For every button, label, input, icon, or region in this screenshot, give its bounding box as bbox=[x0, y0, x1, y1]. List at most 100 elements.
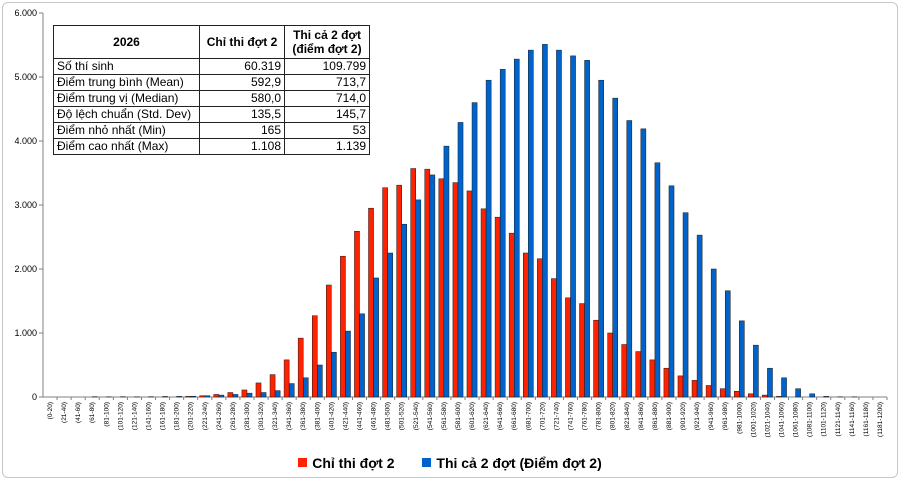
stats-row: Điểm trung vị (Median) 580,0 714,0 bbox=[53, 90, 370, 107]
bar-series2 bbox=[260, 392, 267, 398]
bar-series1 bbox=[227, 392, 234, 398]
x-tick-label: (1181-1200) bbox=[877, 402, 884, 437]
x-tick-label: (521-540) bbox=[413, 402, 420, 430]
x-tick-label: (921-940) bbox=[694, 402, 701, 430]
x-tick-label: (41-60) bbox=[75, 402, 82, 423]
bar-series1 bbox=[213, 394, 220, 398]
bar-series2 bbox=[739, 320, 745, 398]
x-tick-label: (861-880) bbox=[652, 402, 659, 430]
bar-series1 bbox=[269, 374, 276, 398]
x-tick-label: (501-520) bbox=[399, 402, 406, 430]
x-tick-label: (901-920) bbox=[680, 402, 687, 430]
bar-series2 bbox=[176, 396, 182, 398]
bar-series2 bbox=[528, 49, 534, 398]
stats-row: Điểm cao nhất (Max) 1.108 1.139 bbox=[53, 138, 370, 155]
bar-series1 bbox=[255, 382, 262, 398]
stats-value-series2: 53 bbox=[284, 122, 370, 139]
x-tick-label: (1121-1140) bbox=[835, 402, 842, 436]
bar-series1 bbox=[691, 380, 698, 398]
bar-series1 bbox=[396, 184, 402, 398]
x-tick-label: (221-240) bbox=[202, 402, 209, 430]
bar-series2 bbox=[302, 377, 309, 398]
x-tick-label: (461-480) bbox=[371, 402, 378, 430]
bar-series2 bbox=[162, 396, 168, 398]
bar-series2 bbox=[556, 49, 562, 398]
bar-series2 bbox=[345, 330, 351, 398]
stats-value-series2: 1.139 bbox=[284, 138, 370, 155]
x-tick-label: (81-100) bbox=[103, 402, 110, 427]
legend-label-series1: Chỉ thi đợt 2 bbox=[312, 454, 395, 471]
bar-series1 bbox=[382, 187, 388, 398]
stats-row-label: Điểm trung vị (Median) bbox=[53, 90, 200, 107]
bar-series2 bbox=[246, 392, 253, 398]
bar-series2 bbox=[288, 383, 295, 398]
x-tick-label: (1001-1020) bbox=[750, 402, 757, 437]
bar-series1 bbox=[607, 332, 613, 398]
x-tick-label: (61-80) bbox=[89, 402, 96, 423]
legend-swatch-blue bbox=[422, 458, 432, 467]
bar-series1 bbox=[340, 255, 346, 398]
bar-series2 bbox=[668, 185, 675, 398]
bar-series2 bbox=[570, 55, 576, 398]
bar-series1 bbox=[551, 278, 557, 398]
x-tick-label: (981-1000) bbox=[736, 402, 743, 434]
stats-value-series1: 1.108 bbox=[199, 138, 285, 155]
bar-series2 bbox=[823, 396, 830, 398]
stats-row: Điểm trung bình (Mean) 592,9 713,7 bbox=[53, 74, 370, 91]
x-tick-label: (121-140) bbox=[131, 402, 138, 430]
bar-series1 bbox=[719, 388, 726, 398]
bar-series2 bbox=[795, 388, 801, 398]
x-tick-label: (441-460) bbox=[357, 402, 364, 430]
bar-series1 bbox=[762, 394, 768, 398]
y-tick-label: 3.000 bbox=[14, 200, 37, 210]
x-tick-label: (1161-1180) bbox=[863, 402, 870, 436]
bar-series1 bbox=[621, 344, 628, 398]
bar-series1 bbox=[748, 393, 754, 398]
bar-series2 bbox=[485, 79, 492, 398]
bar-series1 bbox=[283, 359, 290, 398]
bar-series2 bbox=[274, 390, 281, 398]
stats-value-series1: 580,0 bbox=[199, 90, 285, 107]
bar-series1 bbox=[199, 395, 206, 398]
x-tick-label: (761-780) bbox=[582, 402, 589, 430]
bar-series2 bbox=[387, 252, 393, 398]
stats-value-series2: 714,0 bbox=[284, 90, 370, 107]
x-tick-label: (701-720) bbox=[539, 402, 546, 430]
stats-value-series2: 109.799 bbox=[284, 58, 370, 75]
stats-header-series2: Thi cả 2 đợt (điểm đợt 2) bbox=[284, 25, 370, 59]
x-tick-label: (581-600) bbox=[455, 402, 462, 430]
stats-row-label: Điểm nhỏ nhất (Min) bbox=[53, 122, 200, 139]
stats-row-label: Điểm trung bình (Mean) bbox=[53, 74, 200, 91]
bar-series1 bbox=[579, 303, 585, 398]
bar-series2 bbox=[612, 97, 619, 398]
bar-series1 bbox=[537, 258, 543, 398]
bar-series1 bbox=[438, 178, 445, 398]
x-tick-label: (361-380) bbox=[300, 402, 307, 430]
bar-series2 bbox=[443, 145, 450, 398]
y-tick-label: 2.000 bbox=[14, 264, 37, 274]
bar-series2 bbox=[359, 313, 365, 398]
bar-series2 bbox=[809, 393, 815, 398]
bar-series1 bbox=[663, 367, 670, 398]
x-tick-label: (781-800) bbox=[596, 402, 603, 430]
x-tick-label: (1041-1060) bbox=[779, 402, 786, 437]
x-tick-label: (541-560) bbox=[427, 402, 434, 430]
bar-series1 bbox=[410, 168, 417, 398]
bar-series2 bbox=[218, 394, 225, 398]
x-tick-label: (201-220) bbox=[188, 402, 195, 430]
stats-value-series1: 60.319 bbox=[199, 58, 285, 75]
bar-series2 bbox=[767, 367, 773, 398]
x-tick-label: (301-320) bbox=[258, 402, 265, 430]
bar-series1 bbox=[466, 190, 473, 398]
bar-series2 bbox=[542, 44, 548, 398]
bar-series2 bbox=[696, 234, 703, 398]
bar-series1 bbox=[354, 230, 360, 398]
stats-header-year: 2026 bbox=[53, 25, 200, 59]
bar-series2 bbox=[724, 290, 731, 398]
x-tick-label: (421-440) bbox=[342, 402, 349, 430]
bar-series1 bbox=[733, 390, 740, 398]
x-tick-label: (341-360) bbox=[286, 402, 293, 430]
stats-row: Độ lệch chuẩn (Std. Dev) 135,5 145,7 bbox=[53, 106, 370, 123]
x-tick-label: (381-400) bbox=[314, 402, 321, 430]
bar-series2 bbox=[584, 60, 590, 398]
